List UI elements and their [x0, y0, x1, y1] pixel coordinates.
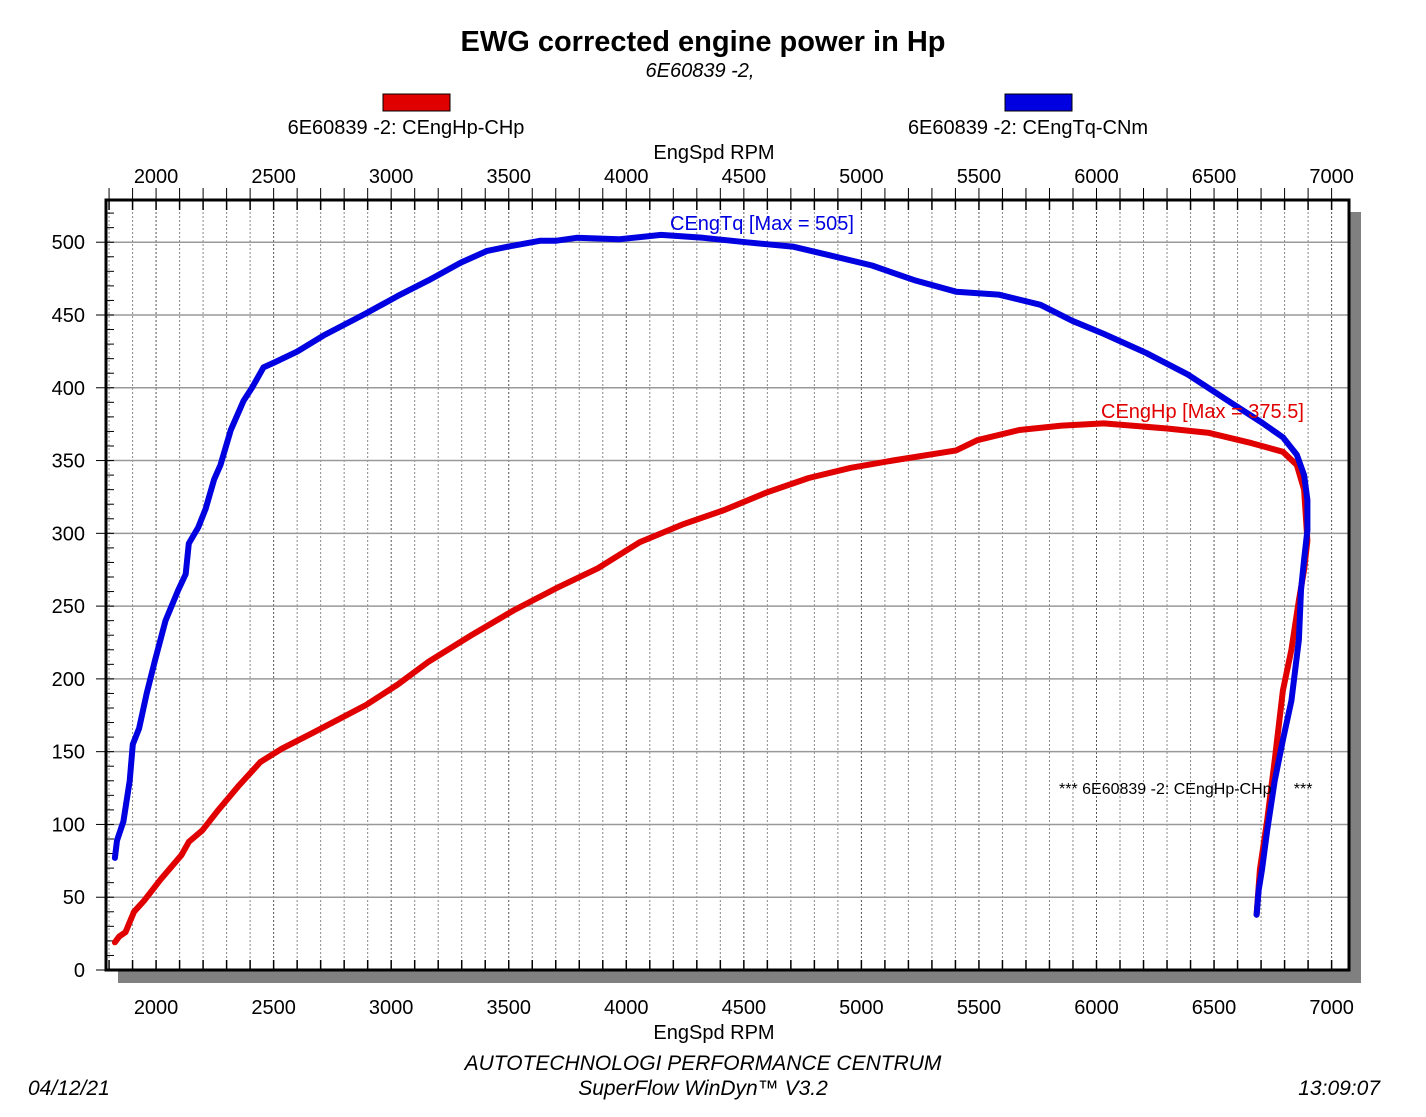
y-tick-label: 50: [63, 887, 85, 909]
x-tick-label-bottom: 5500: [957, 997, 1002, 1019]
x-tick-label-top: 3500: [486, 166, 531, 188]
x-tick-label-bottom: 3500: [486, 997, 531, 1019]
x-tick-label-bottom: 5000: [839, 997, 884, 1019]
x-tick-label-bottom: 6000: [1074, 997, 1119, 1019]
plot-area: [106, 200, 1349, 970]
x-tick-label-top: 5500: [957, 166, 1002, 188]
series-note: *** 6E60839 -2: CEngHp-CHp ***: [1059, 781, 1312, 798]
x-tick-label-top: 2000: [134, 166, 179, 188]
x-tick-label-top: 2500: [251, 166, 296, 188]
x-tick-label-bottom: 4500: [722, 997, 767, 1019]
annotation-tq-max: CEngTq [Max = 505]: [670, 213, 854, 235]
x-tick-label-bottom: 2500: [251, 997, 296, 1019]
footer-company: AUTOTECHNOLOGI PERFORMANCE CENTRUM: [463, 1052, 942, 1075]
y-tick-label: 150: [52, 742, 85, 764]
grid: [96, 188, 1349, 971]
tick-labels: 2000200025002500300030003500350040004000…: [52, 166, 1354, 1019]
series-line-cengtq: [111, 231, 1311, 918]
y-tick-label: 0: [74, 960, 85, 982]
series-lines: [111, 231, 1311, 946]
plot-frame: [104, 198, 1351, 972]
legend-label-tq: 6E60839 -2: CEngTq-CNm: [908, 117, 1148, 139]
y-tick-label: 350: [52, 451, 85, 473]
footer-software: SuperFlow WinDyn™ V3.2: [578, 1077, 828, 1100]
y-tick-label: 450: [52, 305, 85, 327]
chart-title: EWG corrected engine power in Hp: [460, 26, 945, 58]
x-tick-label-top: 5000: [839, 166, 884, 188]
x-tick-label-bottom: 2000: [134, 997, 179, 1019]
x-tick-label-top: 4500: [722, 166, 767, 188]
x-axis-label-top: EngSpd RPM: [653, 142, 774, 164]
y-tick-label: 100: [52, 814, 85, 836]
x-tick-label-bottom: 4000: [604, 997, 649, 1019]
x-tick-label-bottom: 3000: [369, 997, 414, 1019]
chart-subtitle: 6E60839 -2,: [646, 60, 755, 82]
legend-swatch-hp: [382, 93, 451, 112]
x-axis-label-bottom: EngSpd RPM: [653, 1022, 774, 1044]
x-tick-label-bottom: 7000: [1309, 997, 1354, 1019]
legend-swatch-tq: [1004, 93, 1073, 112]
x-tick-label-bottom: 6500: [1192, 997, 1237, 1019]
x-tick-label-top: 6000: [1074, 166, 1119, 188]
footer-date: 04/12/21: [28, 1077, 110, 1100]
y-tick-label: 300: [52, 523, 85, 545]
y-tick-label: 250: [52, 596, 85, 618]
footer-time: 13:09:07: [1298, 1077, 1381, 1100]
y-tick-label: 500: [52, 232, 85, 254]
x-tick-label-top: 4000: [604, 166, 649, 188]
x-tick-label-top: 7000: [1309, 166, 1354, 188]
y-tick-label: 400: [52, 378, 85, 400]
y-tick-label: 200: [52, 669, 85, 691]
legend-label-hp: 6E60839 -2: CEngHp-CHp: [288, 117, 525, 139]
x-tick-label-top: 3000: [369, 166, 414, 188]
x-tick-label-top: 6500: [1192, 166, 1237, 188]
annotation-hp-max: CEngHp [Max = 375.5]: [1101, 401, 1304, 423]
